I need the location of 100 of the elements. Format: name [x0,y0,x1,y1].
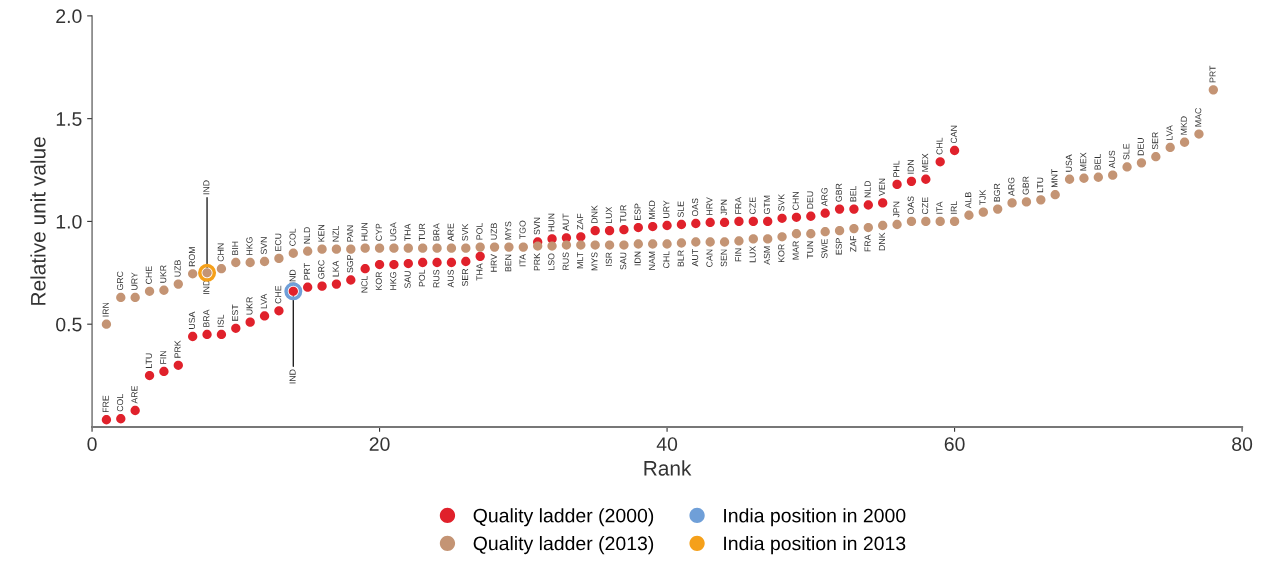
annotation: IDN [907,160,914,174]
annotation: IDN [634,251,641,266]
point [719,217,730,228]
annotation: ISR [605,252,612,266]
annotation: RUS [562,252,569,270]
annotation: KEN [318,224,325,242]
annotation: LTU [145,353,152,368]
annotation: HKG [246,237,253,255]
annotation: ZAF [850,235,857,252]
annotation: GBR [835,183,842,202]
annotation: HUN [361,222,368,241]
annotation: PRT [303,263,310,280]
annotation: ITA [519,254,526,267]
point [676,219,687,230]
annotation: MNT [1051,169,1058,188]
annotation: FRA [735,196,742,214]
annotation: DEU [807,191,814,209]
annotation: BLR [677,250,684,267]
annotation: MLT [577,252,584,269]
point [198,263,217,282]
annotation: POL [476,222,483,240]
point [101,415,112,425]
annotation: FRA [864,234,871,252]
legend-label: India position in 2000 [724,508,906,527]
annotation: NLD [864,180,871,198]
annotation: MYS [591,252,598,271]
annotation: GBR [1022,176,1029,195]
annotation: HRV [490,254,497,272]
point [863,200,873,210]
annotation: LVA [260,293,267,309]
point [878,198,888,208]
annotation: IND [203,180,210,195]
point [935,157,945,167]
annotation: RUS [433,269,440,288]
point [791,212,802,222]
annotation: MEX [1080,152,1087,171]
annotation: PAN [347,225,354,242]
annotation: SLE [1123,143,1130,160]
annotation: PHL [893,160,900,177]
point [418,257,428,268]
annotation: AUT [562,213,569,231]
annotation: PRT [1209,65,1216,83]
annotation: CYP [375,223,382,241]
annotation: SVN [533,217,541,235]
x-tick-label: 0 [87,437,97,451]
annotation: POL [418,269,426,287]
annotation: VEN [878,178,885,196]
annotation: THA [404,223,411,241]
annotation: TUR [620,205,627,223]
annotation: FIN [735,248,742,262]
annotation: BGR [993,183,1001,202]
point [317,281,327,291]
annotation: SEN [720,249,727,267]
annotation: ARG [821,187,828,207]
point [921,174,931,184]
annotation: SWE [821,239,828,259]
point [892,179,902,190]
annotation: JPN [720,199,727,216]
point [274,306,284,316]
annotation: LVA [1166,125,1173,140]
annotation: TUR [418,223,426,241]
point [245,317,255,327]
annotation: LTU [1037,177,1044,193]
annotation: KOR [375,271,382,290]
legend-label: Quality ladder (2000) [473,508,654,527]
annotation: CAN [706,249,713,267]
point [374,259,385,270]
annotation: BEL [850,185,857,202]
point [284,282,303,301]
point [820,208,830,218]
annotation: PRK [533,253,540,271]
point [475,251,485,262]
point [604,226,615,236]
point [461,256,471,267]
annotation: IRN [102,302,109,317]
point [159,366,169,377]
annotation: DEU [1137,138,1144,156]
annotation: AUT [692,249,699,267]
annotation: CHN [792,192,799,210]
annotation: SGP [346,255,354,273]
y-tick-label: 1.0 [56,214,82,229]
annotation: PRK [174,340,181,358]
annotation: CHL [936,137,943,155]
annotation: CHE [145,266,152,284]
annotation: ARG [1008,177,1015,196]
point [849,204,859,214]
point [806,211,816,221]
point [173,360,183,370]
point [691,218,701,229]
annotation: GTM [763,195,771,215]
annotation: USA [1065,154,1072,172]
annotation: USA [188,311,196,329]
annotation: TJK [979,189,986,206]
annotation: UKR [160,265,167,283]
annotation: ITA [936,201,943,214]
annotation: NLD [303,227,310,244]
point [906,176,917,186]
annotation: MAR [792,241,799,260]
annotation: DNK [591,205,598,223]
point [949,145,960,156]
